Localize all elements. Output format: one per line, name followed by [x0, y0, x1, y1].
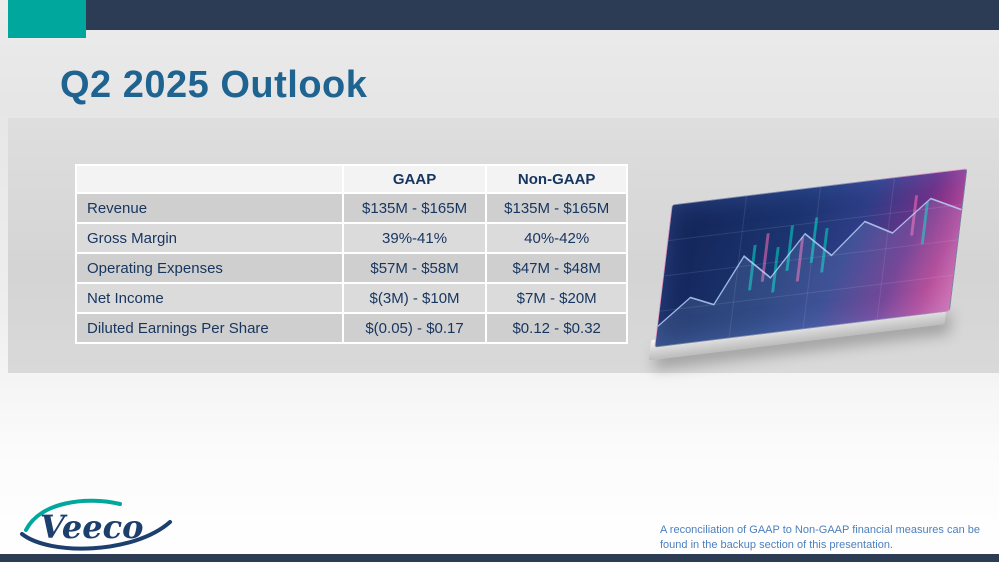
- non-gaap-value: 40%-42%: [485, 222, 628, 254]
- outlook-table: GAAP Non-GAAP Revenue $135M - $165M $135…: [75, 164, 628, 344]
- row-label: Diluted Earnings Per Share: [75, 312, 344, 344]
- stock-chart-graphic: [655, 178, 963, 347]
- gaap-value: $(0.05) - $0.17: [341, 312, 488, 344]
- table-row: Operating Expenses $57M - $58M $47M - $4…: [75, 252, 628, 284]
- footnote-line2: found in the backup section of this pres…: [660, 538, 893, 551]
- non-gaap-value: $47M - $48M: [485, 252, 628, 284]
- row-label: Revenue: [75, 192, 344, 224]
- table-row: Gross Margin 39%-41% 40%-42%: [75, 222, 628, 254]
- tablet-screen: [654, 168, 968, 348]
- logo-swoosh-navy: [20, 520, 172, 551]
- gaap-value: $135M - $165M: [341, 192, 488, 224]
- footnote-line1: A reconciliation of GAAP to Non-GAAP fin…: [660, 524, 980, 536]
- table-row: Net Income $(3M) - $10M $7M - $20M: [75, 282, 628, 314]
- logo-text: Veeco: [40, 508, 143, 546]
- non-gaap-value: $135M - $165M: [485, 192, 628, 224]
- row-label: Operating Expenses: [75, 252, 344, 284]
- row-label: Net Income: [75, 282, 344, 314]
- logo-swoosh-teal: [24, 498, 122, 532]
- gaap-value: $57M - $58M: [341, 252, 488, 284]
- header-metric: [75, 164, 344, 194]
- veeco-logo: Veeco: [16, 494, 176, 556]
- footnote: A reconciliation of GAAP to Non-GAAP fin…: [660, 523, 980, 553]
- table-row: Revenue $135M - $165M $135M - $165M: [75, 192, 628, 224]
- chart-tablet-image: [646, 168, 976, 365]
- gaap-value: $(3M) - $10M: [341, 282, 488, 314]
- non-gaap-value: $0.12 - $0.32: [485, 312, 628, 344]
- bottom-bar: [0, 554, 999, 562]
- table-header-row: GAAP Non-GAAP: [75, 164, 628, 194]
- brand-accent-block: [8, 0, 86, 38]
- top-bar: [86, 0, 999, 30]
- header-non-gaap: Non-GAAP: [485, 164, 628, 194]
- row-label: Gross Margin: [75, 222, 344, 254]
- non-gaap-value: $7M - $20M: [485, 282, 628, 314]
- page-title: Q2 2025 Outlook: [60, 64, 368, 106]
- table-row: Diluted Earnings Per Share $(0.05) - $0.…: [75, 312, 628, 344]
- header-gaap: GAAP: [341, 164, 488, 194]
- gaap-value: 39%-41%: [341, 222, 488, 254]
